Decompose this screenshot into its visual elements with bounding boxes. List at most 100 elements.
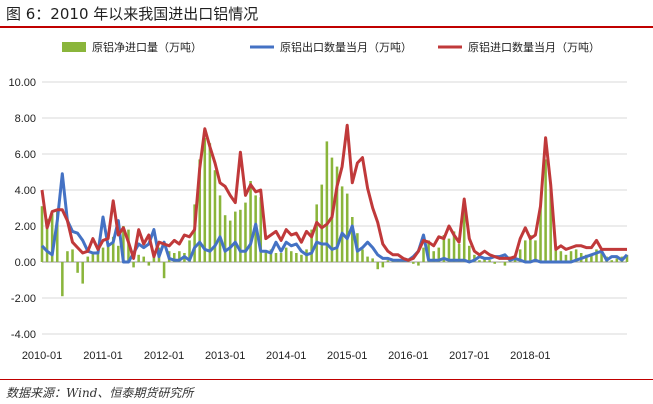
net-import-bar bbox=[218, 195, 222, 262]
net-import-bar bbox=[361, 249, 364, 262]
net-import-bar bbox=[386, 260, 390, 262]
net-import-bar bbox=[600, 253, 603, 262]
net-import-bar bbox=[111, 236, 115, 262]
legend-swatch-net bbox=[62, 42, 86, 52]
net-import-bar bbox=[274, 253, 278, 262]
y-tick-label: 0.00 bbox=[15, 257, 36, 269]
net-import-bar bbox=[412, 262, 415, 264]
net-import-bar bbox=[468, 245, 471, 262]
net-import-bar bbox=[381, 262, 385, 268]
x-tick-label: 2018-01 bbox=[510, 350, 550, 362]
net-import-bar bbox=[289, 251, 293, 262]
net-import-bar bbox=[244, 202, 247, 262]
net-import-bar bbox=[345, 193, 349, 262]
net-import-bar bbox=[574, 249, 578, 262]
net-import-bar bbox=[101, 247, 105, 262]
net-import-bar bbox=[351, 217, 354, 262]
net-import-bar bbox=[300, 254, 303, 262]
net-import-bar bbox=[462, 211, 466, 262]
y-tick-label: 10.00 bbox=[8, 77, 36, 89]
x-tick-label: 2013-01 bbox=[205, 350, 245, 362]
x-tick-label: 2017-01 bbox=[449, 350, 489, 362]
net-import-bar bbox=[371, 258, 374, 262]
net-import-bar bbox=[284, 247, 288, 262]
y-tick-label: 4.00 bbox=[15, 185, 36, 197]
net-import-bar bbox=[228, 220, 232, 262]
net-import-bar bbox=[106, 244, 110, 262]
net-import-bar bbox=[91, 253, 95, 262]
net-import-bar bbox=[335, 166, 339, 262]
net-import-bar bbox=[544, 159, 547, 262]
net-import-bar bbox=[264, 251, 268, 262]
net-import-bar bbox=[132, 262, 135, 268]
net-import-bar bbox=[295, 253, 298, 262]
net-import-bar bbox=[376, 262, 380, 270]
net-import-bar bbox=[122, 226, 125, 262]
net-import-bar bbox=[366, 256, 369, 262]
net-import-bar bbox=[81, 262, 84, 284]
net-import-bar bbox=[50, 213, 54, 262]
net-import-bar bbox=[55, 211, 59, 262]
x-tick-label: 2011-01 bbox=[83, 350, 123, 362]
net-import-bar bbox=[488, 260, 491, 262]
net-import-bar bbox=[503, 262, 507, 266]
net-import-bar bbox=[76, 262, 79, 273]
y-tick-label: -4.00 bbox=[11, 329, 36, 341]
x-tick-label: 2015-01 bbox=[327, 350, 367, 362]
net-import-bar bbox=[152, 254, 156, 262]
y-tick-label: 8.00 bbox=[15, 113, 36, 125]
net-import-bar bbox=[142, 256, 146, 262]
net-import-bar bbox=[452, 231, 456, 262]
y-tick-label: 2.00 bbox=[15, 221, 36, 233]
net-import-bar bbox=[213, 170, 217, 262]
source-note: 数据来源：Wind、恒泰期货研究所 bbox=[6, 386, 194, 400]
net-import-bar bbox=[279, 253, 283, 262]
net-import-bar bbox=[259, 197, 263, 262]
import-series-line bbox=[40, 123, 627, 262]
net-import-bar bbox=[239, 209, 242, 262]
net-import-bar bbox=[320, 184, 324, 262]
net-import-bar bbox=[162, 262, 166, 279]
net-import-bar bbox=[71, 249, 74, 262]
net-import-bar bbox=[590, 254, 593, 262]
net-import-bar bbox=[539, 206, 542, 262]
net-import-bar bbox=[96, 251, 100, 262]
y-tick-label: -2.00 bbox=[11, 293, 36, 305]
x-tick-label: 2012-01 bbox=[144, 350, 184, 362]
net-import-bar bbox=[66, 251, 69, 262]
net-import-bar bbox=[518, 249, 522, 262]
net-import-bar bbox=[208, 143, 212, 262]
legend-label: 原铝净进口量（万吨） bbox=[92, 40, 202, 54]
x-tick-label: 2016-01 bbox=[388, 350, 428, 362]
net-import-bar bbox=[442, 235, 446, 262]
export-series-line bbox=[40, 172, 629, 264]
title-rule bbox=[0, 26, 653, 28]
bottom-rule bbox=[0, 379, 653, 380]
net-import-bar bbox=[427, 240, 430, 262]
net-import-bar bbox=[203, 137, 207, 262]
net-import-bar bbox=[86, 256, 90, 262]
net-import-bar bbox=[340, 186, 344, 262]
net-import-bar bbox=[172, 253, 176, 262]
net-import-bar bbox=[223, 215, 227, 262]
net-import-bar bbox=[478, 260, 481, 262]
net-import-bar bbox=[325, 141, 329, 262]
net-import-bar bbox=[615, 258, 619, 262]
net-import-bar bbox=[61, 262, 64, 297]
legend-label: 原铝进口数量当月（万吨） bbox=[468, 40, 600, 54]
net-import-bar bbox=[234, 211, 237, 262]
net-import-bar bbox=[457, 244, 461, 262]
net-import-bar bbox=[564, 254, 568, 262]
net-import-bar bbox=[417, 262, 420, 266]
net-import-bar bbox=[147, 262, 151, 266]
net-import-bar bbox=[432, 251, 435, 262]
net-import-bar bbox=[493, 262, 497, 264]
net-import-bar bbox=[45, 218, 49, 262]
figure-title: 图 6：2010 年以来我国进出口铝情况 bbox=[6, 5, 259, 23]
net-import-bar bbox=[595, 249, 598, 262]
net-import-bar bbox=[137, 254, 140, 262]
legend-label: 原铝出口数量当月（万吨） bbox=[280, 40, 412, 54]
net-import-bar bbox=[249, 181, 252, 262]
net-import-bar bbox=[610, 260, 614, 262]
